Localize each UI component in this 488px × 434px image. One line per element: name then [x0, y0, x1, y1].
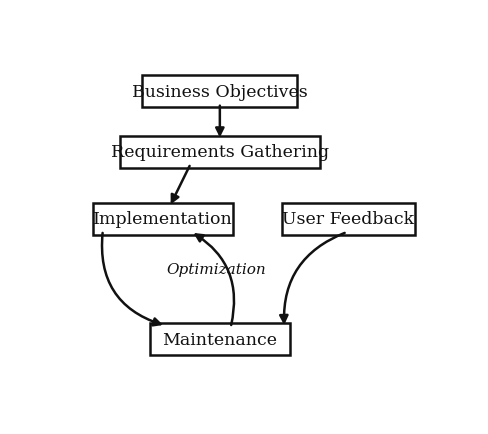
FancyBboxPatch shape [142, 76, 297, 108]
FancyBboxPatch shape [120, 136, 320, 168]
FancyBboxPatch shape [282, 203, 415, 235]
Text: Business Objectives: Business Objectives [132, 84, 308, 101]
Text: Requirements Gathering: Requirements Gathering [111, 144, 329, 161]
Text: User Feedback: User Feedback [283, 210, 414, 228]
FancyBboxPatch shape [150, 324, 290, 355]
Text: Maintenance: Maintenance [163, 331, 277, 348]
Text: Implementation: Implementation [93, 210, 233, 228]
Text: Optimization: Optimization [166, 262, 266, 276]
FancyBboxPatch shape [93, 203, 233, 235]
